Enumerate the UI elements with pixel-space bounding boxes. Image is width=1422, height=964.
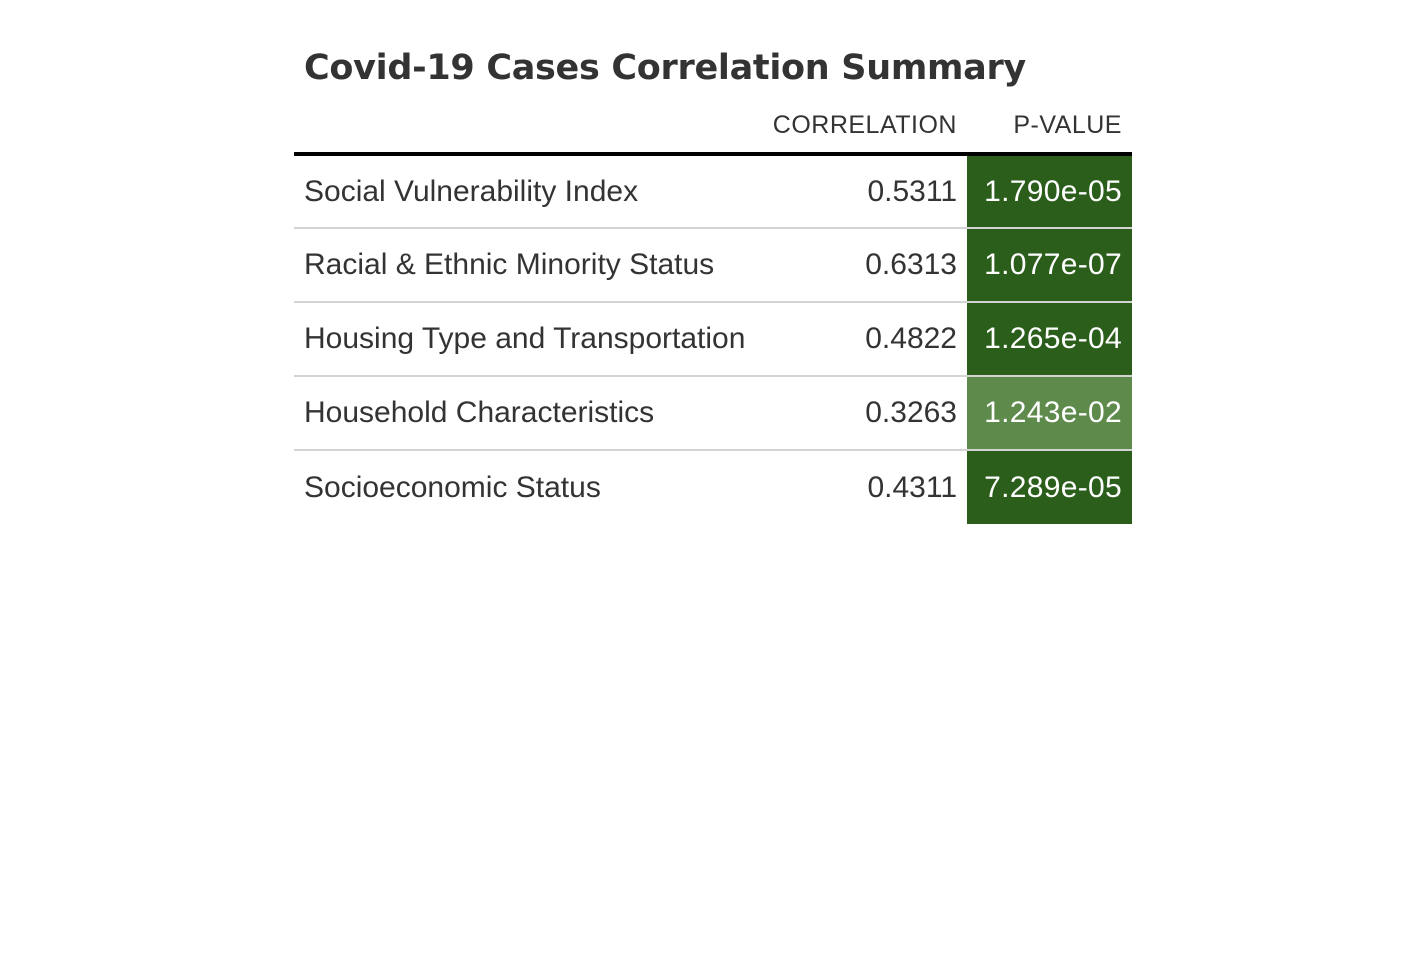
p-value-cell: 1.790e-05: [967, 154, 1132, 229]
row-label: Socioeconomic Status: [304, 470, 601, 504]
table-row: Housing Type and Transportation 0.4822 1…: [294, 302, 1132, 377]
header-row: CORRELATION P-VALUE: [294, 96, 1132, 156]
table-title: Covid-19 Cases Correlation Summary: [304, 48, 1026, 88]
correlation-value: 0.4311: [867, 470, 957, 504]
row-label: Household Characteristics: [294, 376, 757, 451]
correlation-summary-table: Covid-19 Cases Correlation Summary CORRE…: [294, 40, 1132, 524]
correlation-value: 0.6313: [757, 228, 967, 303]
p-value-cell: 1.077e-07: [967, 228, 1132, 303]
correlation-value: 0.5311: [757, 154, 967, 229]
correlation-value: 0.4822: [757, 302, 967, 377]
table-row: Household Characteristics 0.3263 1.243e-…: [294, 376, 1132, 451]
summary-table: CORRELATION P-VALUE Social Vulnerability…: [294, 96, 1132, 524]
header-label-column: [294, 96, 757, 156]
correlation-value: 0.3263: [757, 376, 967, 451]
p-value-cell: 7.289e-05: [967, 450, 1132, 524]
row-label: Social Vulnerability Index: [294, 154, 757, 229]
row-label: Racial & Ethnic Minority Status: [294, 228, 757, 303]
p-value-cell: 1.243e-02: [967, 376, 1132, 451]
p-value-cell: 1.265e-04: [967, 302, 1132, 377]
row-label: Housing Type and Transportation: [294, 302, 757, 377]
header-p-value: P-VALUE: [967, 96, 1132, 156]
table-row: Social Vulnerability Index 0.5311 1.790e…: [294, 154, 1132, 229]
header-correlation: CORRELATION: [757, 96, 967, 156]
table-row: Racial & Ethnic Minority Status 0.6313 1…: [294, 228, 1132, 303]
table-row: Socioeconomic Status 0.4311 7.289e-05: [294, 450, 1132, 524]
